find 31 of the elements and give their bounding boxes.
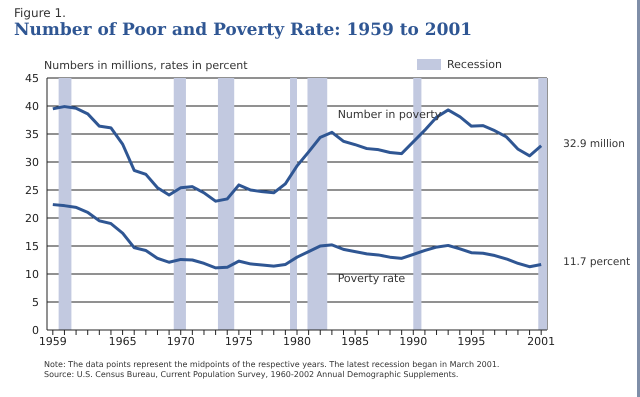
x-tick-label: 1985 xyxy=(341,334,370,348)
x-tick-label: 1980 xyxy=(283,334,311,348)
y-tick-label: 5 xyxy=(32,296,39,309)
x-tick-label: 2001 xyxy=(527,334,556,348)
legend-label: Recession xyxy=(447,58,502,71)
x-tick-label: 1990 xyxy=(399,334,428,348)
y-tick-label: 30 xyxy=(25,156,39,169)
y-tick-label: 45 xyxy=(25,72,39,85)
y-tick-label: 0 xyxy=(32,324,39,337)
line-series xyxy=(51,203,543,270)
chart-title: Number of Poor and Poverty Rate: 1959 to 2001 xyxy=(14,20,472,40)
y-tick-label: 10 xyxy=(25,268,39,281)
annotation: 32.9 million xyxy=(563,138,625,150)
y-tick-label: 35 xyxy=(25,128,39,141)
y-tick-label: 20 xyxy=(25,212,39,225)
series-label: Poverty rate xyxy=(338,272,406,285)
text: Note: The data points represent the midpoints of the respective years. The latest recession began in March 2001. xyxy=(44,360,500,369)
x-tick-label: 1959 xyxy=(38,334,67,348)
y-tick-label: 25 xyxy=(25,184,39,197)
y-axis-title: Numbers in millions, rates in percent xyxy=(44,59,248,72)
line-series xyxy=(51,105,543,203)
series-label: Number in poverty xyxy=(338,108,442,121)
x-tick-label: 1975 xyxy=(224,334,253,348)
x-tick-label: 1965 xyxy=(108,334,137,348)
chart-subtitle: Figure 1. xyxy=(14,6,66,20)
source-note: Source: U.S. Census Bureau, Current Population Survey, 1960-2002 Annual Demographic Supplements. xyxy=(44,370,458,379)
annotation: 11.7 percent xyxy=(563,256,630,268)
x-tick-label: 1970 xyxy=(166,334,195,348)
y-tick-label: 40 xyxy=(25,100,39,113)
x-tick-label: 1995 xyxy=(457,334,486,348)
y-tick-label: 15 xyxy=(25,240,39,253)
